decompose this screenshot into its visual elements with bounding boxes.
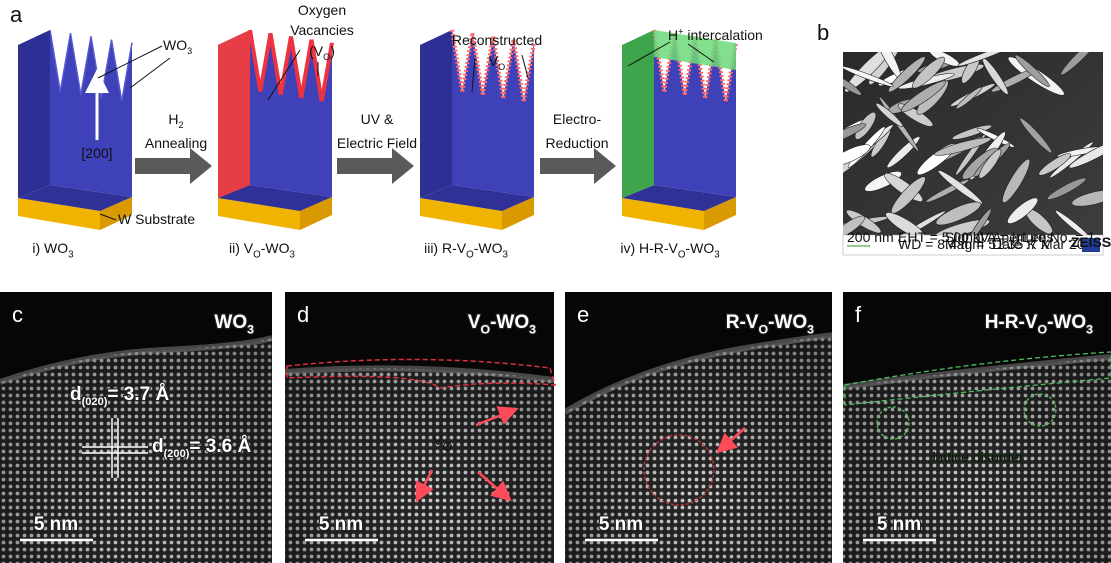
text-run: WO [163, 37, 187, 53]
text-run: Reduction [545, 135, 608, 151]
subscript: 2 [179, 120, 184, 130]
subscript: O [498, 62, 505, 72]
text-run: H-R-V [985, 312, 1038, 333]
text-run: H [668, 27, 678, 43]
stage-label: ii) VO-WO3 [229, 240, 295, 261]
text-run: WO [214, 312, 247, 333]
text-run: W Substrate [118, 211, 195, 227]
text-run: Vacancies [290, 22, 354, 38]
nanoflake-array [18, 30, 132, 230]
subscript: (200) [164, 448, 190, 460]
callout: Oxygen [298, 2, 346, 18]
callout: WO3 [163, 37, 192, 56]
subscript: (020) [82, 396, 108, 408]
subscript: 3 [1086, 323, 1093, 337]
text-run: ii) V [229, 240, 254, 256]
surface [218, 30, 250, 198]
text-run: = 3.6 Å [189, 436, 251, 457]
step-label: Electric Field [337, 135, 417, 151]
text-run: d [70, 384, 82, 405]
scale-bar-label: 5 nm [34, 514, 78, 535]
stage-label: i) WO3 [32, 240, 73, 261]
subscript: 3 [187, 46, 192, 56]
process-arrow [540, 148, 616, 184]
text-run: H [168, 111, 178, 127]
subscript: 3 [502, 250, 507, 261]
subscript: 3 [529, 323, 536, 337]
text-run: i) WO [32, 240, 68, 256]
nanoflake-array [218, 30, 332, 230]
subscript: O [323, 52, 330, 62]
subscript: 3 [247, 323, 254, 337]
text-run: -WO [490, 312, 529, 333]
front-face [50, 30, 132, 197]
text-run: ) [330, 43, 335, 59]
subscript: O [758, 323, 768, 337]
step-label: Electro- [553, 111, 602, 127]
callout: Vacancies [290, 22, 354, 38]
text-run: -WO [1047, 312, 1086, 333]
text-run: Electric Field [337, 135, 417, 151]
process-arrow [337, 148, 414, 184]
step-label: Reduction [545, 135, 608, 151]
scale-bar-label: 5 nm [599, 514, 643, 535]
panel-title: VO-WO3 [468, 312, 536, 337]
panel-title: R-VO-WO3 [726, 312, 814, 337]
text-run: Annealing [145, 135, 207, 151]
text-run: lattice disorder [932, 449, 1023, 465]
panel-label: d [297, 302, 309, 327]
stage-label: iii) R-VO-WO3 [424, 240, 508, 261]
disorder-label: lattice disorder [932, 449, 1023, 465]
text-run: Reconstructed [452, 32, 542, 48]
callout-line [130, 58, 170, 88]
step-label: Annealing [145, 135, 207, 151]
text-run: d [152, 436, 164, 457]
panel-label: a [10, 2, 23, 27]
step-label: H2 [168, 111, 183, 130]
sem-scale-text: 200 nm [847, 229, 894, 245]
panel-label: f [855, 302, 862, 327]
subscript: 3 [68, 250, 73, 261]
text-run: -WO [261, 240, 290, 256]
subscript: O [442, 439, 452, 454]
side-face [18, 30, 50, 198]
text-run: (V [309, 43, 324, 59]
subscript: 3 [290, 250, 295, 261]
callout: W Substrate [118, 211, 195, 227]
scale-bar-label: 5 nm [877, 514, 921, 535]
text-run: R-V [726, 312, 759, 333]
text-run: Electro- [553, 111, 602, 127]
text-run: -WO [768, 312, 807, 333]
text-run: [200] [81, 145, 112, 161]
subscript: O [480, 323, 490, 337]
subscript: 3 [807, 323, 814, 337]
panel-label: c [12, 302, 23, 327]
direction-label: [200] [81, 145, 112, 161]
side-face [420, 30, 452, 198]
nanoflake-array [420, 30, 534, 230]
panel-label: b [817, 20, 829, 45]
callout-line [522, 55, 528, 78]
text-run: -WO [474, 240, 503, 256]
stage-label: iv) H-R-VO-WO3 [620, 240, 719, 261]
text-run: V [468, 312, 481, 333]
subscript: O [1037, 323, 1047, 337]
side-face [622, 30, 654, 198]
text-run: = 3.7 Å [107, 384, 169, 405]
process-arrow [135, 148, 212, 184]
step-label: UV & [361, 111, 394, 127]
text-run: iv) H-R-V [620, 240, 678, 256]
callout: Reconstructed [452, 32, 542, 48]
text-run: iii) R-V [424, 240, 467, 256]
subscript: 3 [714, 250, 719, 261]
logo: ZEISS [1071, 234, 1111, 250]
panel-label: e [577, 302, 589, 327]
text-run: UV & [361, 111, 394, 127]
scale-bar-label: 5 nm [319, 514, 363, 535]
text-run: Oxygen [298, 2, 346, 18]
text-run: -WO [685, 240, 714, 256]
figure: a[200]WO3OxygenVacancies(VO)Reconstructe… [0, 0, 1111, 563]
text-run: intercalation [683, 27, 762, 43]
